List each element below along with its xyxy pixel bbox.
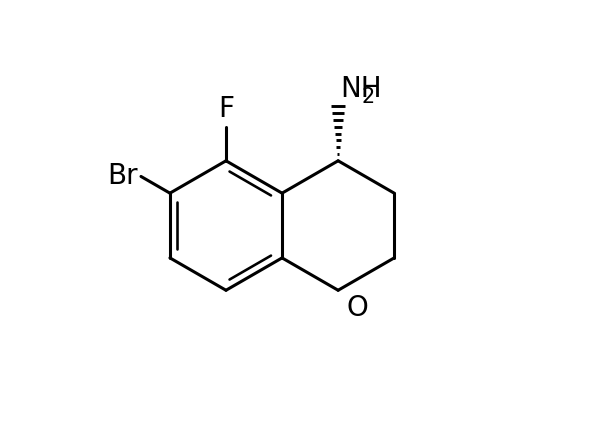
Text: Br: Br bbox=[107, 162, 138, 190]
Text: NH: NH bbox=[340, 75, 382, 103]
Text: 2: 2 bbox=[362, 87, 375, 107]
Text: F: F bbox=[218, 95, 234, 123]
Text: O: O bbox=[346, 294, 368, 322]
